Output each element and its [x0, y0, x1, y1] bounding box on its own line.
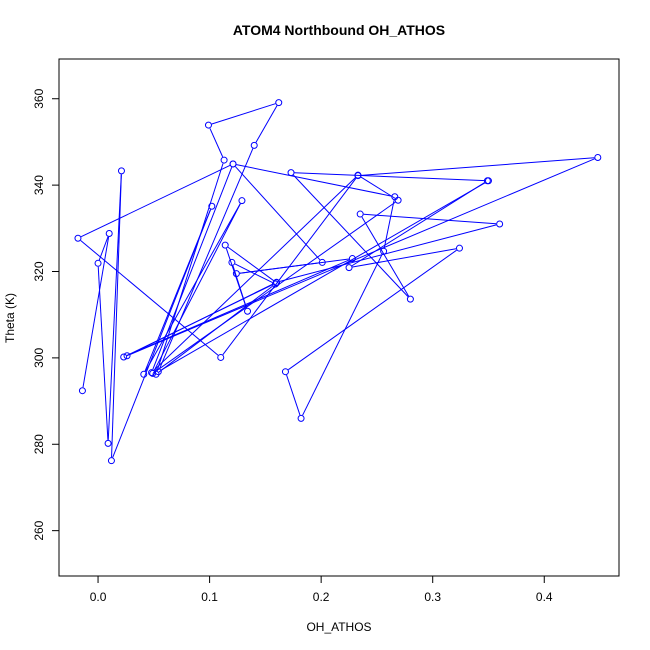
series-line-segment	[130, 158, 595, 355]
series-line-segment	[279, 224, 497, 282]
data-point	[107, 457, 115, 465]
data-point	[74, 234, 82, 242]
series-line-segment	[361, 216, 410, 297]
data-point	[120, 353, 128, 361]
data-point	[394, 196, 402, 204]
data-point	[148, 369, 156, 377]
x-tick-label: 0.1	[201, 590, 218, 604]
series-line-segment	[236, 164, 392, 197]
series-line-segment	[239, 258, 349, 274]
data-point	[220, 156, 228, 164]
y-axis: 260 280 300 320 340 360	[32, 88, 60, 541]
series-line-segment	[363, 213, 497, 225]
series-line-segment	[82, 236, 110, 388]
data-point	[154, 368, 162, 376]
series-line-segment	[107, 174, 122, 440]
series-line-segment	[80, 240, 219, 356]
y-tick-label: 360	[32, 88, 46, 108]
data-point	[244, 307, 252, 315]
data-point	[281, 368, 289, 376]
series-line-segment	[161, 182, 486, 371]
y-tick-label: 260	[32, 520, 46, 540]
data-point	[273, 278, 281, 286]
data-point	[78, 387, 86, 395]
data-point	[287, 169, 295, 177]
data-point	[221, 241, 229, 249]
series-line-segment	[211, 103, 276, 125]
x-tick-label: 0.0	[90, 590, 107, 604]
series-line-segment	[152, 167, 233, 370]
plot-frame	[58, 58, 620, 577]
series-line-segment	[227, 246, 275, 282]
x-axis-label: OH_ATHOS	[306, 620, 371, 634]
data-point	[483, 177, 491, 185]
series-layer	[74, 99, 602, 465]
series-line-segment	[98, 236, 109, 261]
series-line-segment	[158, 285, 273, 373]
series-line-segment	[129, 283, 274, 355]
data-point	[104, 439, 112, 447]
chart-title: ATOM4 Northbound OH_ATHOS	[233, 22, 445, 38]
data-point	[380, 247, 388, 255]
data-point	[228, 258, 236, 266]
data-point	[594, 153, 602, 161]
data-point	[204, 121, 212, 129]
series-line-segment	[97, 266, 109, 440]
data-point	[348, 255, 356, 263]
series-line-segment	[156, 163, 224, 372]
series-line-segment	[361, 157, 595, 176]
data-point	[345, 264, 353, 272]
y-tick-label: 340	[32, 175, 46, 195]
series-line-segment	[209, 128, 224, 158]
series-line-segment	[232, 265, 247, 309]
series-line-segment	[286, 374, 301, 416]
data-point	[271, 280, 279, 288]
y-axis-label: Theta (K)	[3, 293, 17, 343]
data-point	[229, 160, 237, 168]
series-line-segment	[111, 174, 122, 458]
series-line-segment	[222, 178, 357, 355]
series-line-segment	[351, 182, 485, 267]
x-axis: 0.0 0.1 0.2 0.3 0.4	[90, 575, 553, 604]
y-tick-label: 300	[32, 348, 46, 368]
series-line-segment	[293, 174, 409, 297]
y-tick-label: 320	[32, 261, 46, 281]
data-point	[354, 172, 362, 180]
data-point	[496, 220, 504, 228]
series-line-segment	[383, 200, 395, 248]
data-point	[140, 370, 148, 378]
data-point	[117, 167, 125, 175]
data-point	[123, 352, 131, 360]
data-point	[356, 210, 364, 218]
series-line-segment	[294, 172, 486, 182]
series-line-segment	[153, 203, 241, 371]
series-line-segment	[288, 249, 457, 371]
x-tick-label: 0.2	[313, 590, 330, 604]
data-point	[208, 202, 216, 210]
y-tick-label: 280	[32, 434, 46, 454]
series-line-segment	[255, 105, 278, 143]
data-point	[455, 244, 463, 252]
data-point	[297, 414, 305, 422]
data-point	[275, 99, 283, 107]
data-point	[94, 259, 102, 267]
data-point	[318, 258, 326, 266]
data-point	[105, 229, 113, 237]
series-line-segment	[80, 165, 231, 238]
data-point	[250, 141, 258, 149]
series-line-segment	[360, 176, 396, 199]
data-point	[238, 197, 246, 205]
series-line-segment	[145, 203, 241, 372]
data-point	[217, 353, 225, 361]
x-tick-label: 0.3	[424, 590, 441, 604]
data-point	[406, 295, 414, 303]
series-line-segment	[302, 254, 383, 416]
series-line-segment	[234, 263, 273, 283]
data-point	[232, 270, 240, 278]
series-line-segment	[235, 166, 321, 261]
x-tick-label: 0.4	[536, 590, 553, 604]
data-point	[391, 193, 399, 201]
series-line-segment	[352, 248, 457, 268]
